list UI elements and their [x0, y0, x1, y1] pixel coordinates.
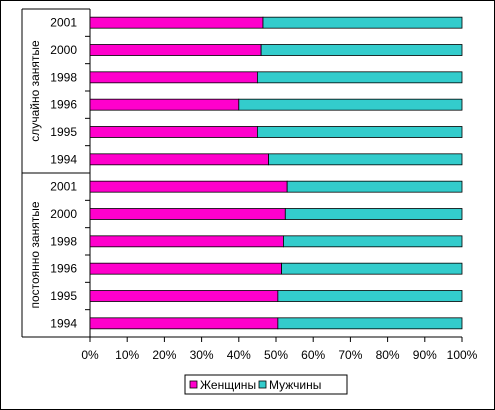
bar-men-g1-1996	[281, 262, 463, 275]
bar-women-g1-2000	[89, 208, 286, 220]
x-axis-ticks: 0% 10% 20% 30% 40% 50% 60% 70% 80% 90% 100%	[81, 348, 477, 362]
x-tick-label: 70%	[338, 348, 362, 362]
category-label: 1994	[50, 152, 77, 166]
bar-women-g1-1998	[89, 235, 284, 248]
x-tick-label: 20%	[152, 348, 176, 362]
x-tick-label: 60%	[301, 348, 325, 362]
bar-women-g0-2000	[89, 44, 262, 56]
legend: Женщины Мужчины	[184, 374, 348, 395]
category-label: 1995	[50, 289, 77, 303]
bar-women-g1-2001	[89, 180, 288, 193]
legend-label-men: Мужчины	[269, 378, 321, 392]
bar-men-g0-1994	[268, 153, 463, 166]
category-labels: 2001 2000 1998 1996 1995 1994 2001 2000 1998 1996…	[50, 16, 77, 331]
category-label: 2001	[50, 16, 77, 30]
bar-women-g0-1994	[89, 153, 269, 166]
x-tick-label: 0%	[81, 348, 99, 362]
bar-men-g1-1994	[277, 317, 463, 330]
bar-men-g1-2001	[286, 180, 463, 193]
bar-men-g0-1996	[238, 98, 463, 111]
bar-women-g0-1996	[89, 98, 240, 111]
bar-men-g1-1995	[277, 290, 463, 302]
x-tick-label: 90%	[413, 348, 437, 362]
category-label: 1995	[50, 125, 77, 139]
x-tick-label: 10%	[115, 348, 139, 362]
x-tick-label: 80%	[376, 348, 400, 362]
x-tick-label: 100%	[447, 348, 478, 362]
category-label: 1998	[50, 234, 77, 248]
group-labels: случайно занятые постоянно занятые	[28, 40, 42, 309]
legend-swatch-women	[189, 380, 198, 389]
category-label: 1998	[50, 70, 77, 84]
category-label: 2001	[50, 180, 77, 194]
category-label: 2000	[50, 207, 77, 221]
bar-men-g0-1995	[256, 126, 463, 138]
category-label: 1996	[50, 98, 77, 112]
axes	[21, 8, 463, 342]
x-tick-label: 40%	[227, 348, 251, 362]
bar-women-g0-2001	[89, 16, 264, 29]
bar-women-g1-1994	[89, 317, 279, 330]
category-label: 1996	[50, 262, 77, 276]
bar-men-g0-2001	[262, 16, 463, 29]
bar-men-g0-2000	[260, 44, 463, 56]
category-label: 2000	[50, 43, 77, 57]
bar-men-g1-1998	[283, 235, 463, 248]
bars	[89, 16, 463, 330]
bar-women-g1-1995	[89, 290, 279, 302]
bar-men-g1-2000	[284, 208, 463, 220]
bar-women-g0-1995	[89, 126, 258, 138]
bar-women-g1-1996	[89, 262, 282, 275]
legend-swatch-men	[258, 380, 267, 389]
legend-label-women: Женщины	[200, 378, 256, 392]
category-label: 1994	[50, 316, 77, 330]
group-label: случайно занятые	[28, 40, 42, 142]
bar-men-g0-1998	[256, 71, 463, 84]
x-tick-label: 50%	[264, 348, 288, 362]
x-tick-label: 30%	[190, 348, 214, 362]
group-label: постоянно занятые	[28, 201, 42, 308]
bar-women-g0-1998	[89, 71, 258, 84]
